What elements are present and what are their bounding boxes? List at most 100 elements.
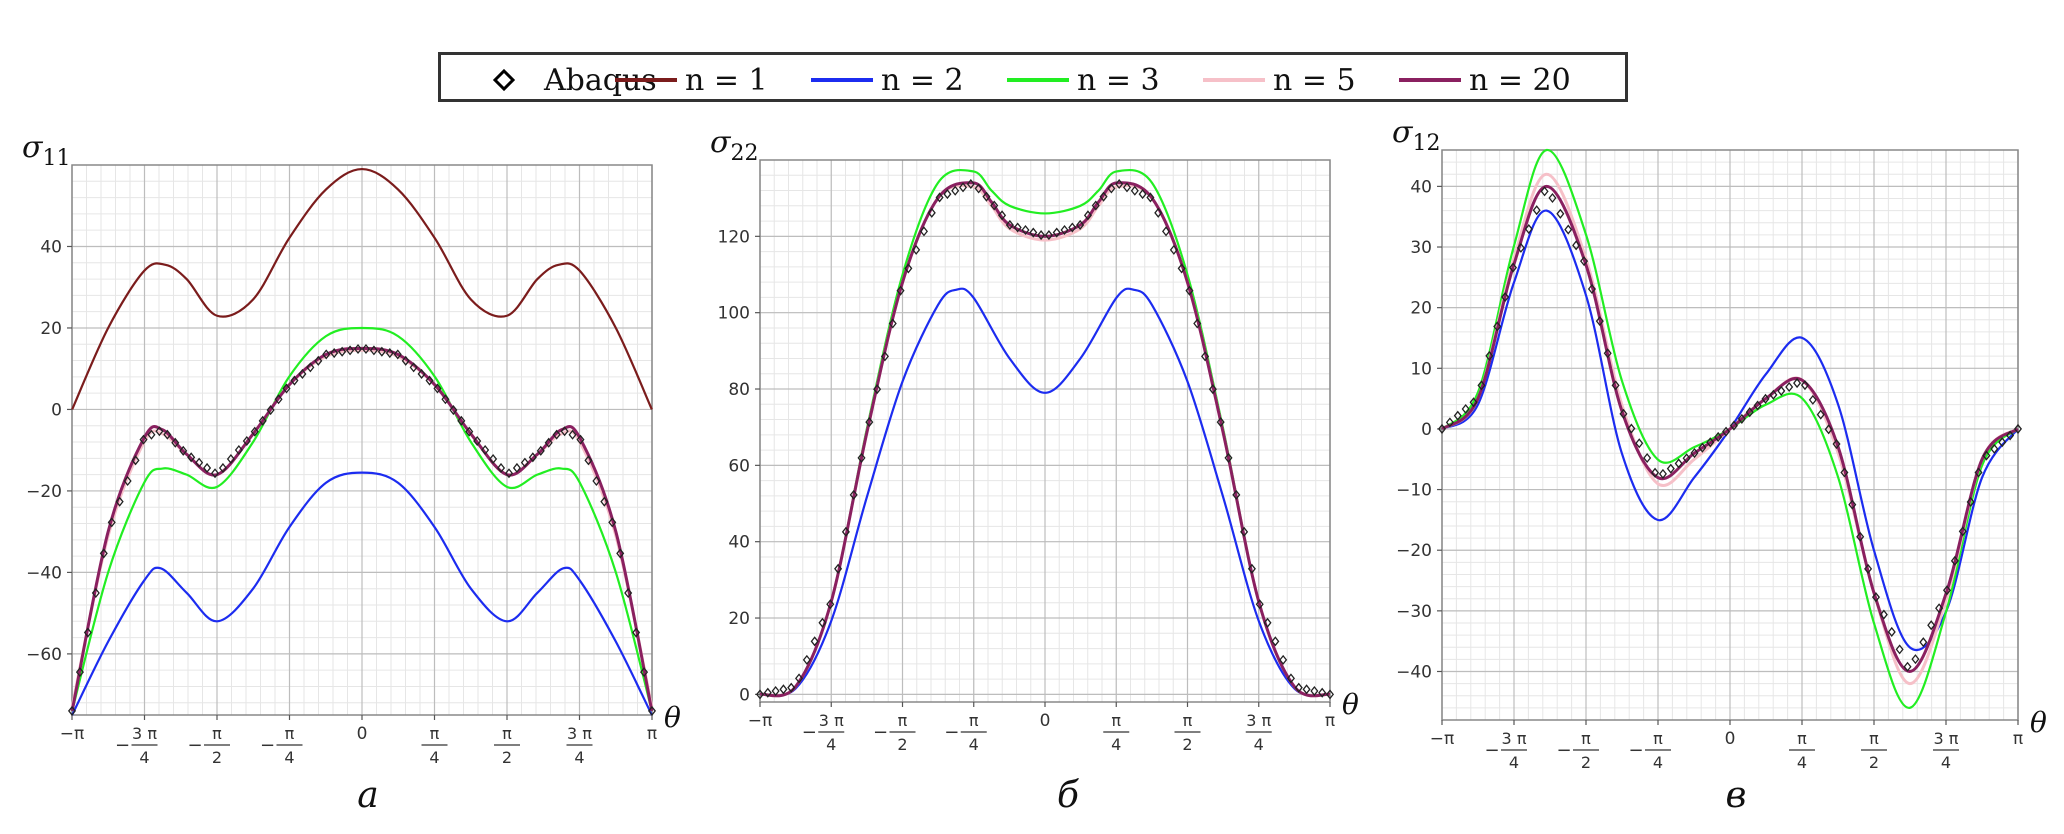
x-tick-denominator: 4 bbox=[969, 735, 979, 754]
abaqus-marker bbox=[1060, 224, 1069, 236]
x-tick-denominator: 4 bbox=[1111, 735, 1121, 754]
abaqus-marker bbox=[1122, 182, 1132, 193]
abaqus-marker bbox=[75, 667, 84, 678]
x-tick-denominator: 2 bbox=[502, 748, 512, 767]
abaqus-marker bbox=[1532, 205, 1541, 216]
abaqus-marker bbox=[1044, 230, 1053, 241]
x-tick-label: −3 π 4 bbox=[1484, 729, 1528, 772]
abaqus-marker bbox=[1587, 283, 1596, 295]
abaqus-marker bbox=[1619, 408, 1628, 419]
abaqus-marker bbox=[1982, 450, 1991, 461]
legend-label: n = 5 bbox=[1273, 63, 1356, 98]
abaqus-marker bbox=[1729, 420, 1738, 431]
abaqus-marker bbox=[1169, 244, 1178, 255]
y-axis-label-symbol: σ bbox=[22, 130, 44, 165]
abaqus-marker bbox=[528, 452, 537, 463]
abaqus-marker bbox=[1477, 380, 1486, 391]
y-axis-label: σ12 bbox=[1392, 115, 1440, 156]
abaqus-marker bbox=[457, 415, 466, 426]
abaqus-markers bbox=[1437, 186, 2023, 672]
abaqus-marker bbox=[512, 462, 521, 473]
abaqus-marker bbox=[1572, 240, 1581, 251]
abaqus-marker bbox=[1737, 413, 1746, 424]
abaqus-marker bbox=[1208, 384, 1217, 395]
abaqus-marker bbox=[1658, 468, 1667, 479]
abaqus-marker bbox=[1903, 661, 1912, 672]
abaqus-marker bbox=[1753, 400, 1762, 411]
abaqus-marker bbox=[473, 435, 482, 447]
abaqus-marker bbox=[1029, 227, 1038, 238]
abaqus-marker bbox=[131, 455, 140, 466]
abaqus-marker bbox=[810, 636, 819, 647]
abaqus-marker bbox=[958, 182, 968, 193]
x-axis-label: θ bbox=[2030, 706, 2047, 739]
abaqus-marker bbox=[1437, 423, 1447, 434]
abaqus-marker bbox=[187, 452, 196, 463]
series-line-n3 bbox=[71, 326, 653, 712]
abaqus-marker bbox=[544, 437, 553, 448]
abaqus-marker bbox=[1666, 463, 1675, 474]
abaqus-marker bbox=[417, 368, 426, 380]
abaqus-marker bbox=[1091, 200, 1100, 211]
abaqus-marker bbox=[787, 682, 796, 693]
abaqus-marker bbox=[1052, 227, 1061, 238]
abaqus-marker bbox=[1325, 689, 1335, 700]
x-tick-label: −π 4 bbox=[1628, 729, 1672, 772]
abaqus-marker bbox=[218, 462, 227, 474]
y-tick-label: −30 bbox=[1396, 602, 1432, 622]
abaqus-markers bbox=[67, 343, 657, 716]
x-tick-numerator: π bbox=[1869, 729, 1879, 748]
abaqus-marker bbox=[282, 383, 291, 394]
abaqus-marker bbox=[1185, 285, 1194, 296]
legend-label: n = 1 bbox=[685, 63, 768, 98]
abaqus-marker bbox=[1146, 192, 1155, 203]
abaqus-marker bbox=[91, 587, 100, 599]
abaqus-marker bbox=[841, 526, 850, 537]
abaqus-marker bbox=[1193, 318, 1202, 329]
abaqus-marker bbox=[1674, 458, 1683, 469]
legend-label: n = 20 bbox=[1469, 63, 1571, 98]
abaqus-marker bbox=[195, 457, 204, 468]
x-tick-numerator: 3 π bbox=[1934, 729, 1959, 748]
abaqus-marker bbox=[210, 468, 220, 479]
y-tick-label: −20 bbox=[26, 482, 62, 502]
abaqus-marker bbox=[1777, 385, 1786, 396]
abaqus-marker bbox=[1540, 186, 1549, 197]
x-tick-numerator: 3 π bbox=[132, 724, 157, 743]
abaqus-marker bbox=[401, 355, 410, 366]
abaqus-marker bbox=[1935, 603, 1944, 614]
x-tick-denominator: 2 bbox=[212, 748, 222, 767]
abaqus-marker bbox=[425, 375, 434, 386]
abaqus-marker bbox=[755, 689, 765, 700]
abaqus-marker bbox=[1516, 242, 1525, 253]
abaqus-marker bbox=[1887, 626, 1896, 638]
abaqus-marker bbox=[1013, 222, 1022, 233]
abaqus-marker bbox=[966, 178, 975, 190]
x-tick-label: −3 π 4 bbox=[115, 724, 158, 767]
x-tick-denominator: 4 bbox=[826, 735, 836, 754]
y-tick-label: 0 bbox=[1421, 420, 1432, 440]
abaqus-marker bbox=[834, 563, 843, 574]
abaqus-marker bbox=[385, 348, 394, 359]
chart-panel-sigma22: 0 20 40 60 80 100 120 −π −3 π 4− π 2− π 4 0 π 4 π 2 3 π 4 π σ2… bbox=[700, 110, 1360, 770]
abaqus-marker bbox=[1302, 684, 1311, 695]
abaqus-marker bbox=[1556, 208, 1565, 219]
abaqus-marker bbox=[1548, 192, 1557, 204]
abaqus-marker bbox=[338, 346, 347, 357]
abaqus-marker bbox=[1966, 496, 1975, 507]
abaqus-marker bbox=[1635, 438, 1644, 449]
abaqus-marker bbox=[481, 444, 490, 456]
x-tick-label: −π 4 bbox=[260, 724, 303, 767]
x-tick-label: π bbox=[647, 724, 657, 744]
x-tick-label: −π 4 bbox=[944, 711, 987, 754]
abaqus-marker bbox=[504, 468, 514, 479]
abaqus-marker bbox=[600, 496, 609, 507]
x-tick-minus: − bbox=[187, 735, 202, 756]
abaqus-marker bbox=[1595, 316, 1604, 327]
abaqus-marker bbox=[857, 452, 866, 463]
abaqus-marker bbox=[1294, 682, 1303, 693]
x-tick-label: 0 bbox=[357, 724, 368, 744]
x-tick-numerator: π bbox=[1797, 729, 1807, 748]
